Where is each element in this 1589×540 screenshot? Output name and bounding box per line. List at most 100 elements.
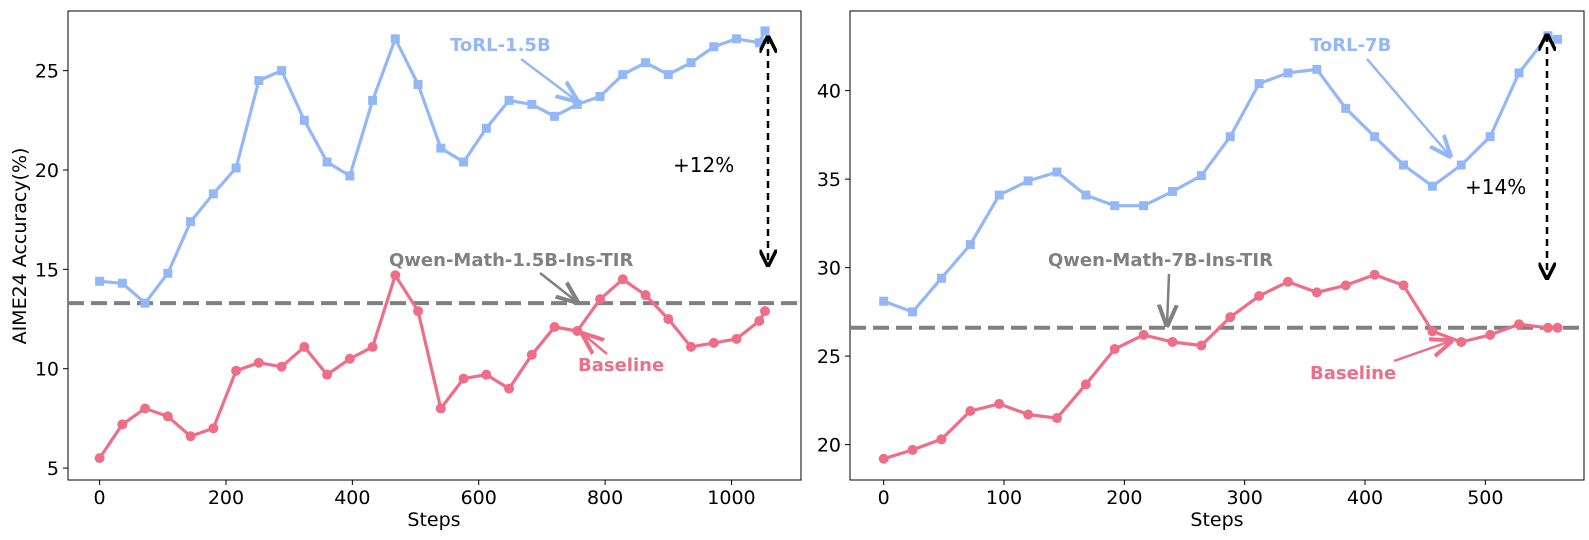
right-baseline-point (1196, 340, 1207, 351)
left-baseline-point (708, 337, 719, 348)
left-torl-point (117, 278, 127, 288)
left-baseline-annotation-label: Baseline (578, 355, 664, 376)
left-reference-annotation-arrow (539, 272, 577, 302)
right-baseline-point (1514, 319, 1525, 330)
left-torl-point (595, 91, 605, 101)
right-torl-point (879, 296, 889, 306)
right-baseline-point (1552, 322, 1563, 333)
left-x-tick-label: 200 (208, 487, 244, 509)
left-baseline-point (759, 306, 770, 317)
right-baseline-point (1369, 269, 1380, 280)
left-y-tick-label: 25 (35, 61, 59, 83)
right-baseline-point (878, 453, 889, 464)
right-baseline-point (1456, 336, 1467, 347)
right-baseline-point (1138, 329, 1149, 340)
right-torl-point (1254, 79, 1264, 89)
left-panel: 0 200 400 600 800 1000 5 10 15 20 25 Steps AIME24… (9, 10, 802, 531)
left-reference-annotation-label: Qwen-Math-1.5B-Ins-TIR (389, 250, 633, 271)
right-baseline-point (1167, 336, 1178, 347)
right-x-axis-label: Steps (1190, 509, 1243, 531)
left-torl-point (527, 99, 537, 109)
left-torl-point (481, 123, 491, 133)
left-torl-point (641, 58, 651, 68)
right-baseline-point (1398, 280, 1409, 291)
right-torl-point (1081, 190, 1091, 200)
right-torl-point (1553, 34, 1563, 44)
right-baseline-point (1051, 413, 1062, 424)
right-torl-point (936, 273, 946, 283)
left-baseline-point (208, 423, 219, 434)
left-x-axis-label: Steps (407, 509, 460, 531)
left-baseline-point (413, 306, 424, 317)
right-x-tick-label: 300 (1227, 487, 1263, 509)
left-y-axis-label: AIME24 Accuracy(%) (9, 148, 31, 345)
right-x-tick-label: 500 (1467, 487, 1503, 509)
right-torl-point (1312, 64, 1322, 74)
left-y-tick-label: 15 (35, 259, 59, 281)
left-torl-point (390, 34, 400, 44)
left-baseline-point (276, 361, 287, 372)
left-x-tick-label: 400 (334, 487, 370, 509)
left-torl-point (550, 111, 560, 121)
left-x-tick-label: 800 (587, 487, 623, 509)
right-baseline-point (1282, 276, 1293, 287)
right-gain-label: +14% (1465, 175, 1526, 199)
right-torl-point (1167, 187, 1177, 197)
left-torl-point (368, 95, 378, 105)
left-baseline-point (595, 294, 606, 305)
right-torl-series (879, 31, 1563, 317)
right-y-tick-label: 20 (817, 435, 841, 457)
right-baseline-point (907, 444, 918, 455)
left-torl-point (208, 189, 218, 199)
right-torl-point (1514, 68, 1524, 78)
left-baseline-point (140, 403, 151, 414)
left-baseline-point (344, 353, 355, 364)
left-x-tick-label: 1000 (707, 487, 755, 509)
right-panel: 0 100 200 300 400 500 20 25 30 35 40 Steps ToRL-7… (817, 10, 1585, 531)
left-torl-annotation: ToRL-1.5B (450, 35, 577, 101)
right-torl-point (1196, 171, 1206, 181)
right-torl-annotation: ToRL-7B (1310, 35, 1450, 156)
left-baseline-point (504, 383, 515, 394)
left-torl-point (95, 276, 105, 286)
right-reference-annotation: Qwen-Math-7B-Ins-TIR (1048, 250, 1273, 325)
right-baseline-series (878, 269, 1563, 464)
left-torl-point (413, 80, 423, 90)
right-reference-annotation-label: Qwen-Math-7B-Ins-TIR (1048, 250, 1273, 271)
left-torl-point (322, 157, 332, 167)
right-torl-point (1341, 103, 1351, 113)
left-baseline-point (390, 270, 401, 281)
left-baseline-point (231, 365, 242, 376)
left-x-tick-label: 0 (94, 487, 106, 509)
left-torl-series (95, 26, 770, 308)
left-torl-point (140, 298, 150, 308)
right-x-tick-label: 400 (1347, 487, 1383, 509)
left-torl-point (459, 157, 469, 167)
right-torl-point (1225, 132, 1235, 142)
right-baseline-point (1542, 322, 1553, 333)
left-torl-point (299, 115, 309, 125)
left-torl-point (254, 76, 264, 86)
right-baseline-point (965, 405, 976, 416)
right-torl-point (1399, 160, 1409, 170)
right-torl-point (1139, 201, 1149, 211)
right-torl-point (1110, 201, 1120, 211)
left-baseline-point (481, 369, 492, 380)
right-baseline-annotation-arrow (1393, 341, 1451, 363)
left-torl-annotation-arrow (520, 58, 577, 101)
left-gain-label: +12% (673, 153, 734, 177)
left-torl-point (618, 70, 628, 80)
left-baseline-point (754, 316, 765, 327)
left-baseline-point (640, 290, 651, 301)
left-baseline-point (185, 431, 196, 442)
right-torl-point (1370, 132, 1380, 142)
right-torl-point (1485, 132, 1495, 142)
left-baseline-point (663, 314, 674, 325)
left-baseline-point (458, 373, 469, 384)
left-torl-point (663, 70, 673, 80)
left-gain-annotation: +12% (673, 37, 768, 265)
left-baseline-point (617, 274, 628, 285)
right-x-tick-label: 100 (986, 487, 1022, 509)
left-torl-point (163, 268, 173, 278)
left-baseline-point (94, 453, 105, 464)
